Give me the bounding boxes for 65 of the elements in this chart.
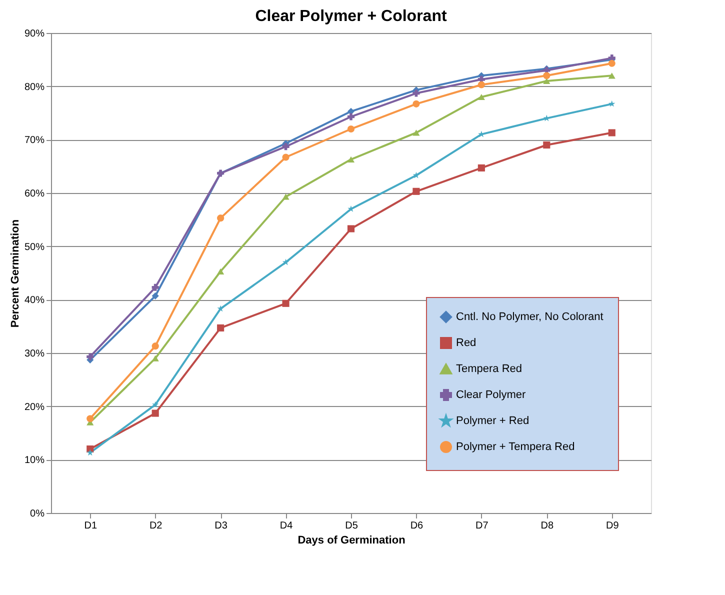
point bbox=[608, 100, 616, 107]
x-tick-label: D6 bbox=[410, 520, 424, 532]
legend-label: Cntl. No Polymer, No Colorant bbox=[456, 311, 604, 323]
x-tick-label: D5 bbox=[345, 520, 358, 532]
x-tick-label: D9 bbox=[606, 520, 620, 532]
point bbox=[543, 72, 550, 80]
y-tick-label: 70% bbox=[24, 135, 45, 146]
point bbox=[86, 449, 94, 456]
x-tick-label: D8 bbox=[540, 520, 554, 532]
point bbox=[347, 113, 355, 120]
point bbox=[347, 225, 355, 232]
legend-label: Clear Polymer bbox=[456, 389, 526, 401]
point bbox=[86, 353, 94, 360]
point bbox=[86, 415, 94, 422]
point bbox=[347, 125, 355, 133]
point bbox=[152, 284, 159, 291]
point bbox=[412, 100, 420, 108]
point bbox=[152, 342, 159, 350]
y-tick-label: 90% bbox=[24, 28, 45, 40]
point bbox=[152, 355, 159, 362]
y-tick-label: 20% bbox=[24, 402, 45, 413]
point bbox=[217, 268, 224, 274]
point bbox=[282, 258, 290, 266]
chart-title: Clear Polymer + Colorant bbox=[255, 8, 448, 25]
point bbox=[478, 94, 485, 100]
y-tick-label: 0% bbox=[30, 508, 45, 520]
point bbox=[282, 143, 290, 150]
y-tick-label: 60% bbox=[24, 188, 45, 200]
y-tick-label: 40% bbox=[24, 295, 45, 306]
point bbox=[412, 172, 420, 178]
y-tick-label: 50% bbox=[24, 242, 45, 253]
point bbox=[608, 129, 616, 136]
legend-label: Tempera Red bbox=[456, 363, 522, 375]
point bbox=[348, 205, 354, 212]
point bbox=[412, 90, 420, 97]
point bbox=[347, 156, 355, 162]
point bbox=[608, 72, 616, 79]
y-tick-label: 10% bbox=[24, 455, 45, 466]
point bbox=[478, 164, 485, 172]
point bbox=[152, 401, 159, 408]
y-tick-label: 30% bbox=[24, 348, 45, 360]
legend-label: Polymer + Red bbox=[456, 415, 530, 427]
point bbox=[282, 194, 290, 200]
point bbox=[412, 130, 420, 136]
x-tick-label: D7 bbox=[476, 520, 489, 532]
x-tick-label: D3 bbox=[214, 520, 228, 532]
y-tick-label: 80% bbox=[24, 82, 45, 93]
legend-label: Polymer + Tempera Red bbox=[456, 441, 575, 453]
x-axis-title: Days of Germination bbox=[298, 534, 406, 546]
x-tick-label: D1 bbox=[84, 520, 98, 532]
x-tick-label: D2 bbox=[149, 520, 163, 532]
x-tick-label: D4 bbox=[280, 520, 294, 532]
point bbox=[282, 300, 290, 307]
point bbox=[217, 305, 224, 312]
y-axis-title: Percent Germination bbox=[9, 219, 22, 328]
point bbox=[543, 141, 550, 149]
point bbox=[412, 188, 420, 195]
point bbox=[282, 154, 290, 161]
point bbox=[478, 81, 485, 88]
legend-label: Red bbox=[456, 337, 476, 349]
point bbox=[152, 292, 159, 300]
point bbox=[217, 214, 224, 222]
point bbox=[217, 324, 224, 332]
point bbox=[608, 60, 616, 67]
point bbox=[152, 410, 159, 417]
